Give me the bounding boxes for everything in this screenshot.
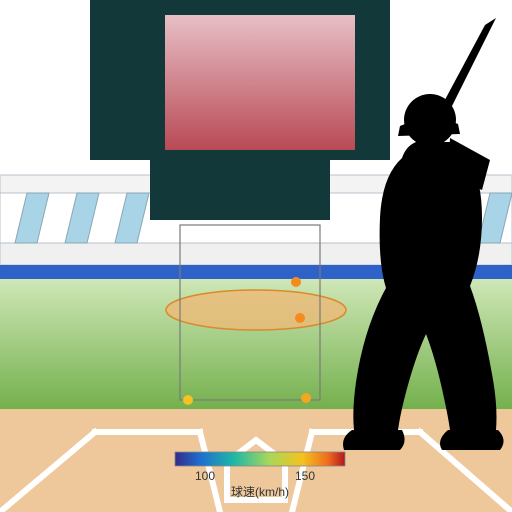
scoreboard-screen	[165, 15, 355, 150]
pitch-marker-3	[183, 395, 193, 405]
pitch-location-chart: 100 150 球速(km/h)	[0, 0, 512, 512]
pitchers-mound	[166, 290, 346, 330]
scoreboard-base	[150, 160, 330, 220]
pitch-marker-0	[291, 277, 301, 287]
speed-axis-label: 球速(km/h)	[231, 485, 289, 499]
pitch-marker-1	[295, 313, 305, 323]
pitch-marker-2	[301, 393, 311, 403]
speed-tick: 150	[295, 469, 315, 483]
speed-colorbar	[175, 452, 345, 466]
speed-tick: 100	[195, 469, 215, 483]
